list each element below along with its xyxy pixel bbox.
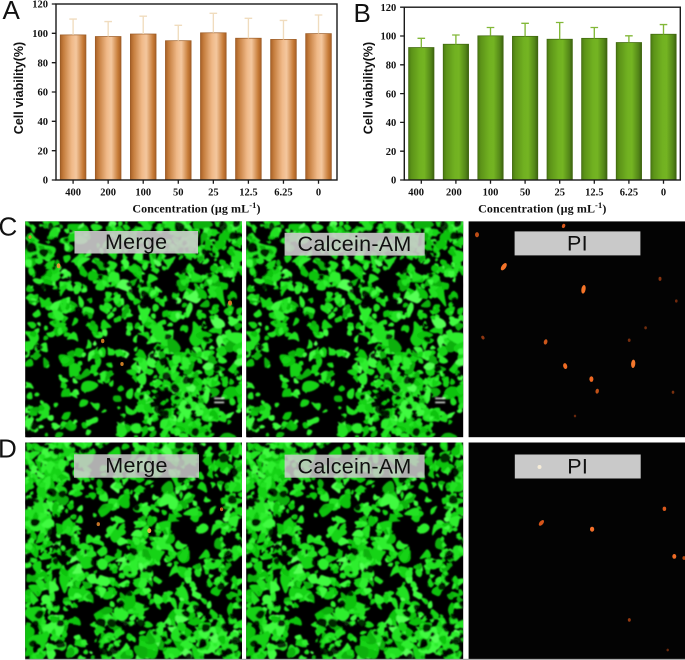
svg-text:50: 50 (173, 188, 184, 199)
svg-text:80: 80 (386, 61, 397, 72)
svg-text:80: 80 (38, 58, 49, 69)
svg-text:40: 40 (386, 118, 397, 129)
svg-text:B: B (354, 0, 371, 28)
svg-text:Concentration (µg mL-1): Concentration (µg mL-1) (478, 200, 606, 216)
svg-text:50: 50 (520, 188, 531, 199)
svg-text:12.5: 12.5 (585, 188, 603, 199)
svg-text:20: 20 (386, 147, 397, 158)
svg-text:Cell viability(%): Cell viability(%) (12, 42, 26, 134)
svg-text:100: 100 (135, 188, 151, 199)
svg-text:60: 60 (38, 88, 49, 99)
svg-text:100: 100 (381, 32, 397, 43)
svg-text:60: 60 (386, 89, 397, 100)
svg-text:C: C (0, 212, 17, 242)
svg-text:25: 25 (554, 188, 565, 199)
svg-text:6.25: 6.25 (274, 188, 292, 199)
svg-text:PI: PI (567, 455, 588, 479)
svg-text:Cell viability(%): Cell viability(%) (362, 42, 376, 134)
svg-text:100: 100 (32, 29, 48, 40)
svg-text:Calcein-AM: Calcein-AM (298, 232, 412, 256)
svg-text:400: 400 (408, 188, 424, 199)
svg-text:200: 200 (446, 188, 462, 199)
svg-text:PI: PI (567, 232, 588, 256)
svg-text:0: 0 (43, 176, 48, 187)
svg-text:0: 0 (391, 176, 396, 187)
svg-text:A: A (3, 0, 21, 25)
svg-text:Calcein-AM: Calcein-AM (298, 455, 412, 479)
svg-text:Merge: Merge (105, 454, 167, 478)
svg-text:Concentration (µg mL-1): Concentration (µg mL-1) (132, 200, 260, 216)
svg-text:D: D (0, 434, 17, 464)
svg-text:120: 120 (381, 3, 397, 14)
svg-text:0: 0 (316, 188, 321, 199)
svg-text:100: 100 (483, 188, 499, 199)
svg-text:400: 400 (65, 188, 81, 199)
svg-text:6.25: 6.25 (620, 188, 638, 199)
svg-text:20: 20 (38, 146, 49, 157)
svg-text:0: 0 (661, 188, 666, 199)
svg-text:Merge: Merge (105, 230, 167, 254)
svg-text:25: 25 (208, 188, 219, 199)
svg-text:200: 200 (100, 188, 116, 199)
svg-text:12.5: 12.5 (239, 188, 257, 199)
svg-text:40: 40 (38, 117, 49, 128)
svg-text:120: 120 (32, 0, 48, 11)
